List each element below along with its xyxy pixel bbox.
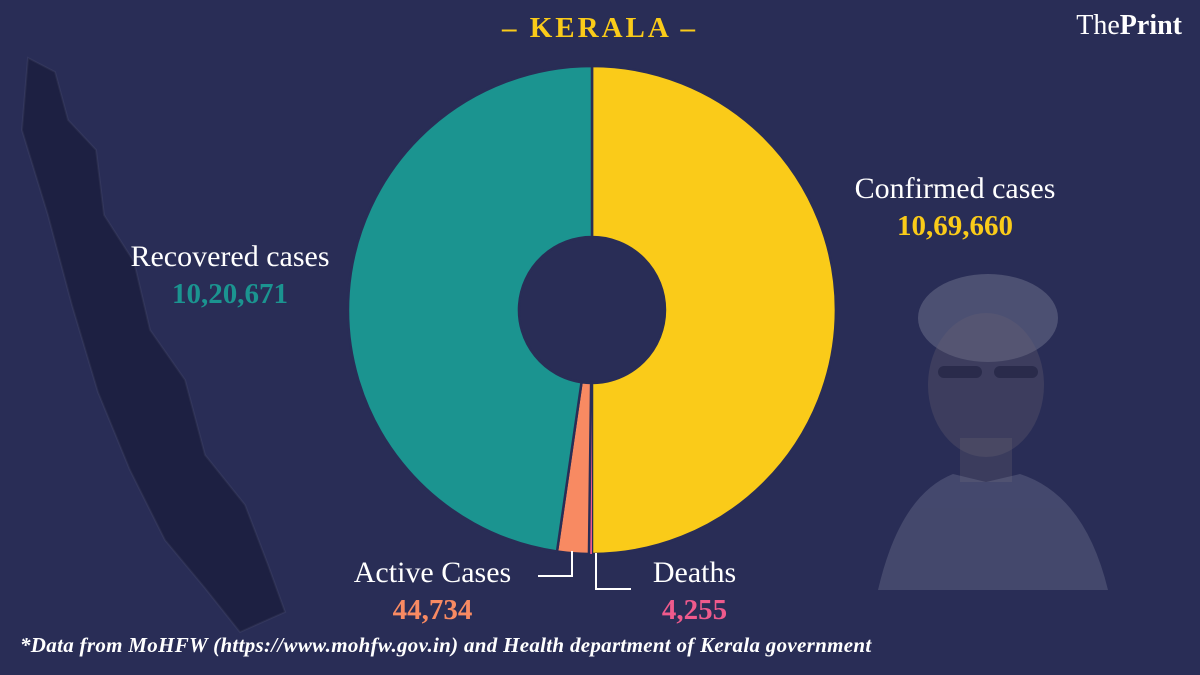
active-value: 44,734	[392, 593, 473, 626]
page-title: – KERALA –	[502, 12, 698, 44]
recovered-label-block: Recovered cases 10,20,671	[75, 240, 385, 311]
theprint-logo: ThePrint	[1076, 10, 1182, 42]
brand-print: Print	[1119, 10, 1182, 41]
active-label-block: Active Cases 44,734	[325, 556, 540, 627]
brand-the: The	[1076, 10, 1120, 41]
confirmed-label-block: Confirmed cases 10,69,660	[805, 172, 1105, 243]
donut-chart	[346, 64, 838, 556]
deaths-label-block: Deaths 4,255	[612, 556, 777, 627]
kerala-map-silhouette	[20, 56, 287, 634]
source-note: *Data from MoHFW (https://www.mohfw.gov.…	[20, 633, 872, 657]
recovered-label: Recovered cases	[130, 240, 330, 273]
deaths-label: Deaths	[652, 556, 737, 589]
pie-slice-recovered	[346, 64, 594, 553]
deaths-value: 4,255	[661, 593, 728, 626]
confirmed-value: 10,69,660	[897, 209, 1013, 242]
recovered-value: 10,20,671	[172, 277, 288, 310]
pie-slice-confirmed	[590, 64, 838, 556]
active-label: Active Cases	[353, 556, 512, 589]
person-photo	[878, 274, 1108, 590]
confirmed-label: Confirmed cases	[854, 172, 1056, 205]
